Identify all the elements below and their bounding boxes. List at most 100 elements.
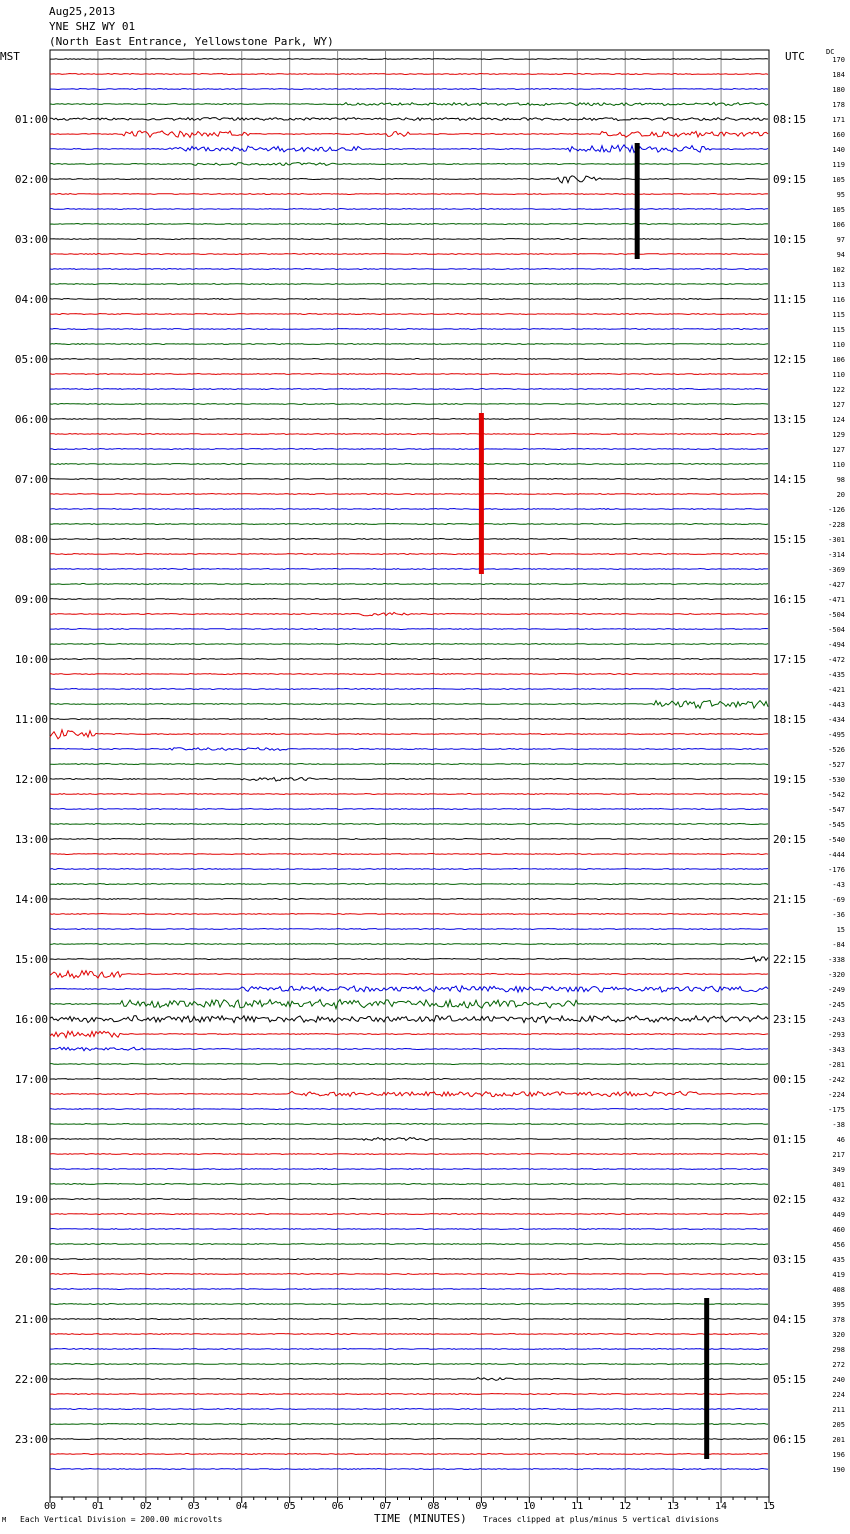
seismic-trace <box>49 537 769 541</box>
seismic-trace <box>49 882 769 886</box>
seismic-trace <box>49 357 769 361</box>
seismic-trace <box>49 1272 769 1276</box>
dc-offset-label: -527 <box>828 761 845 769</box>
seismic-trace <box>49 1182 769 1186</box>
seismic-trace <box>49 942 769 946</box>
seismic-trace <box>49 955 769 963</box>
seismic-trace <box>50 237 769 241</box>
dc-offset-label: -504 <box>828 611 845 619</box>
dc-offset-label: -228 <box>828 521 845 529</box>
dc-offset-label: 298 <box>832 1346 845 1354</box>
dc-offset-label: -43 <box>832 881 845 889</box>
dc-offset-label: 160 <box>832 131 845 139</box>
dc-offset-label: 106 <box>832 221 845 229</box>
plot-frame <box>49 49 770 1498</box>
dc-label: DC <box>826 48 835 56</box>
clipped-event <box>634 143 640 259</box>
seismic-trace <box>49 144 769 154</box>
left-hour-label: 06:00 <box>15 413 48 426</box>
dc-offset-label: -301 <box>828 536 845 544</box>
dc-offset-label: -540 <box>828 836 845 844</box>
dc-offset-label: 211 <box>832 1406 845 1414</box>
seismic-trace <box>49 984 769 994</box>
right-hour-label: 10:15 <box>773 233 806 246</box>
dc-offset-label: 110 <box>832 461 845 469</box>
dc-offset-label: -314 <box>828 551 845 559</box>
seismic-trace <box>49 867 769 871</box>
seismic-trace <box>49 282 769 286</box>
left-hour-label: 19:00 <box>15 1193 48 1206</box>
grid <box>49 49 770 1498</box>
dc-offset-label: 15 <box>837 926 845 934</box>
dc-offset-label: -471 <box>828 596 845 604</box>
seismic-trace <box>49 792 769 796</box>
right-timezone-label: UTC <box>785 50 805 63</box>
seismic-trace <box>49 728 768 740</box>
right-hour-label: 01:15 <box>773 1133 806 1146</box>
x-tick-label: 03 <box>188 1501 200 1512</box>
seismic-trace <box>49 402 769 406</box>
dc-offset-label: 115 <box>832 326 845 334</box>
dc-offset-label: 432 <box>832 1196 845 1204</box>
seismic-trace <box>49 1167 769 1171</box>
dc-offset-label: -369 <box>828 566 845 574</box>
dc-offset-label: -444 <box>828 851 845 859</box>
seismic-trace <box>50 72 769 76</box>
dc-offset-label: 196 <box>832 1451 845 1459</box>
dc-offset-label: 201 <box>832 1436 845 1444</box>
dc-offset-label: 122 <box>832 386 845 394</box>
dc-offset-label: 456 <box>832 1241 845 1249</box>
x-tick-label: 08 <box>427 1501 439 1512</box>
left-hour-label: 05:00 <box>15 353 48 366</box>
dc-offset-label: 110 <box>832 341 845 349</box>
seismic-trace <box>49 507 769 511</box>
seismic-trace <box>49 312 769 316</box>
dc-offset-label: -320 <box>828 971 845 979</box>
seismic-trace <box>49 1242 769 1246</box>
seismic-trace <box>49 582 769 586</box>
right-hour-label: 03:15 <box>773 1253 806 1266</box>
right-hour-label: 14:15 <box>773 473 806 486</box>
seismic-trace <box>49 161 769 166</box>
seismic-trace <box>49 116 769 122</box>
dc-offset-label: -242 <box>828 1076 845 1084</box>
seismic-trace <box>49 807 769 811</box>
seismic-trace <box>49 1077 769 1081</box>
right-hour-label: 18:15 <box>773 713 806 726</box>
seismic-trace <box>49 1347 769 1351</box>
dc-offset-label: -547 <box>828 806 845 814</box>
dc-offset-label: -545 <box>828 821 845 829</box>
left-hour-label: 09:00 <box>15 593 48 606</box>
seismic-trace <box>49 1332 769 1336</box>
dc-offset-label: 395 <box>832 1301 845 1309</box>
station-location: (North East Entrance, Yellowstone Park, … <box>49 35 334 48</box>
seismic-trace <box>49 417 769 421</box>
dc-offset-label: -343 <box>828 1046 845 1054</box>
x-tick-label: 15 <box>763 1501 775 1512</box>
right-hour-label: 05:15 <box>773 1373 806 1386</box>
dc-offset-label: -421 <box>828 686 845 694</box>
seismic-trace <box>50 57 769 61</box>
seismic-trace <box>49 776 769 782</box>
right-hour-label: 15:15 <box>773 533 806 546</box>
x-tick-label: 09 <box>475 1501 487 1512</box>
seismic-trace <box>49 1014 769 1025</box>
dc-offset-label: 98 <box>837 476 845 484</box>
right-hour-label: 17:15 <box>773 653 806 666</box>
x-tick-label: 14 <box>715 1501 727 1512</box>
dc-offset-label: -84 <box>832 941 845 949</box>
dc-offset-label: 180 <box>832 86 845 94</box>
x-tick-label: 07 <box>380 1501 392 1512</box>
dc-offset-label: -435 <box>828 671 845 679</box>
dc-offset-label: 140 <box>832 146 845 154</box>
x-tick-label: 13 <box>667 1501 679 1512</box>
right-hour-label: 00:15 <box>773 1073 806 1086</box>
right-hour-label: 04:15 <box>773 1313 806 1326</box>
dc-offset-label: 217 <box>832 1151 845 1159</box>
seismic-trace <box>49 1257 769 1261</box>
dc-offset-label: -427 <box>828 581 845 589</box>
seismic-trace <box>49 1029 769 1040</box>
dc-offset-label: 184 <box>832 71 845 79</box>
dc-offset-label: -338 <box>828 956 845 964</box>
right-hour-label: 23:15 <box>773 1013 806 1026</box>
